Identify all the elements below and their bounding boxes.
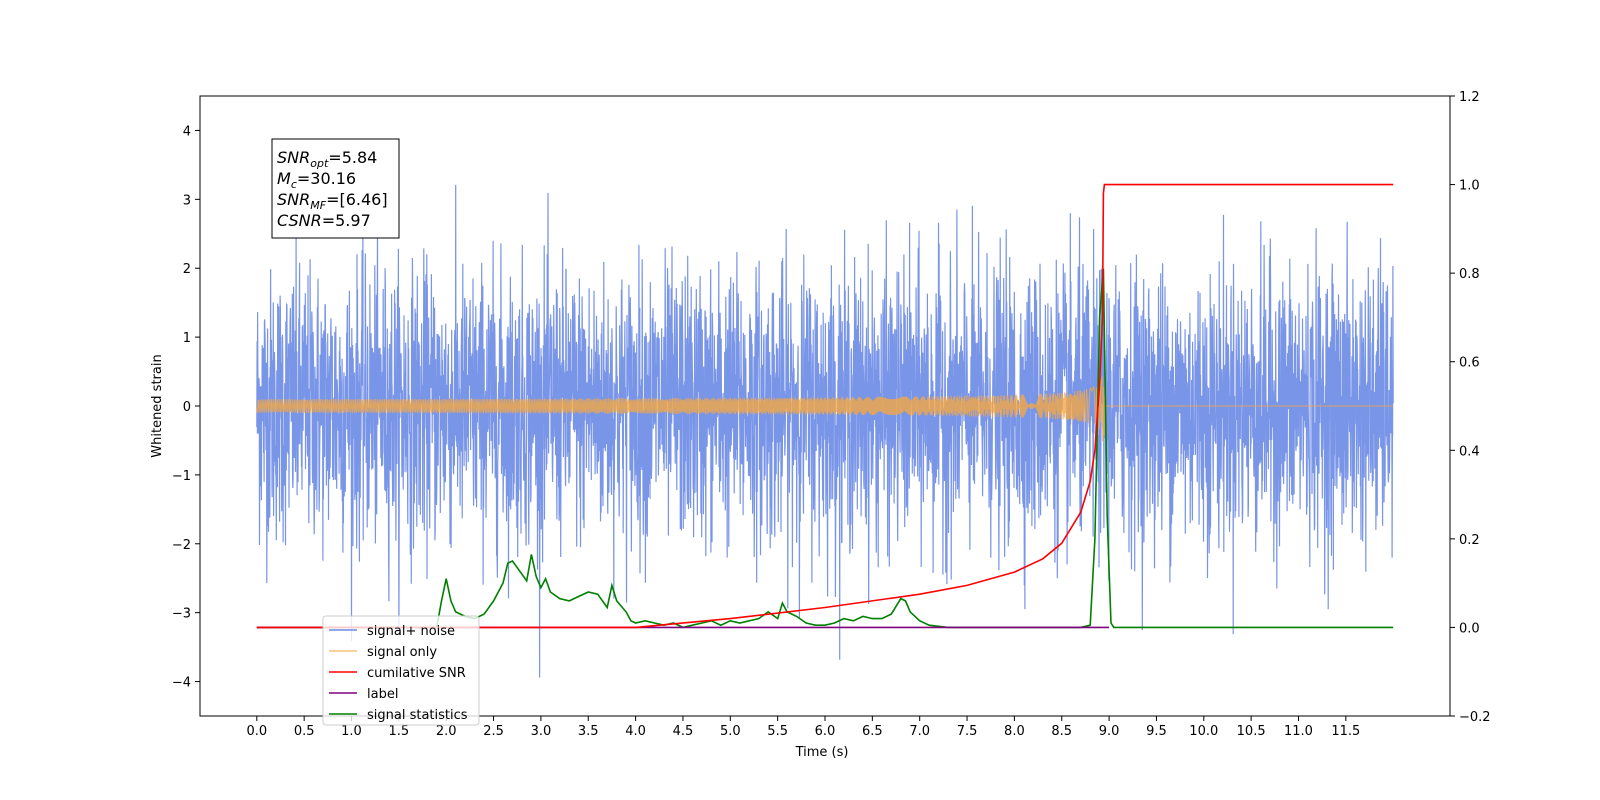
y-axis-label: Whitened strain	[150, 354, 165, 457]
x-tick-label: 11.0	[1284, 724, 1313, 739]
signal-only-series	[256, 376, 1394, 443]
x-tick-label: 3.0	[531, 724, 552, 739]
legend-label: label	[367, 687, 398, 702]
y2-tick-label: −0.2	[1459, 710, 1491, 725]
x-tick-label: 11.5	[1331, 724, 1360, 739]
x-tick-label: 8.5	[1051, 724, 1072, 739]
y-tick-label: −4	[172, 676, 191, 691]
y-tick-label: −3	[172, 607, 191, 622]
x-tick-label: 8.0	[1004, 724, 1025, 739]
x-tick-label: 6.0	[815, 724, 836, 739]
y-tick-label: 1	[183, 331, 191, 346]
y2-tick-label: 0.0	[1459, 621, 1480, 636]
x-tick-label: 7.5	[957, 724, 978, 739]
y2-tick-label: 0.4	[1459, 444, 1480, 459]
signal-plus-noise-line	[256, 184, 1394, 678]
x-tick-label: 1.0	[341, 724, 362, 739]
x-tick-label: 4.5	[673, 724, 694, 739]
signal-plus-noise-series	[256, 184, 1394, 678]
cumulative-snr-line	[256, 183, 1394, 629]
x-axis-label: Time (s)	[795, 745, 849, 760]
x-tick-label: 1.5	[389, 724, 410, 739]
y2-axis-ticks: −0.2 0.0 0.2 0.4 0.6 0.8 1.0 1.2	[1450, 90, 1491, 725]
signal-only-line	[256, 376, 1394, 443]
signal-statistics-line	[256, 268, 1394, 629]
x-tick-label: 9.0	[1099, 724, 1120, 739]
y2-tick-label: 0.6	[1459, 356, 1480, 371]
legend-label: signal only	[367, 645, 437, 660]
x-tick-label: 7.0	[909, 724, 930, 739]
y-tick-label: 0	[183, 400, 191, 415]
y-tick-label: 3	[183, 193, 191, 208]
legend-label: signal statistics	[367, 708, 468, 723]
annotation-line: CSNR=5.97	[277, 211, 371, 230]
x-tick-label: 2.5	[483, 724, 504, 739]
annotation-line: SNRopt=5.84	[277, 148, 377, 170]
x-tick-label: 0.0	[246, 724, 267, 739]
y-tick-label: −1	[172, 469, 191, 484]
y2-tick-label: 0.8	[1459, 267, 1480, 282]
x-tick-label: 9.5	[1146, 724, 1167, 739]
x-tick-label: 4.0	[625, 724, 646, 739]
annotation-line: Mc=30.16	[277, 169, 356, 191]
y-axis-ticks: −4 −3 −2 −1 0 1 2 3 4	[172, 124, 200, 691]
annotation-frame	[271, 138, 400, 239]
x-tick-label: 3.5	[578, 724, 599, 739]
legend-frame	[322, 615, 480, 726]
x-tick-label: 6.5	[862, 724, 883, 739]
y-tick-label: −2	[172, 538, 191, 553]
y2-tick-label: 0.2	[1459, 533, 1480, 548]
legend-label: signal+ noise	[367, 624, 455, 639]
y-tick-label: 4	[183, 124, 191, 139]
x-tick-label: 10.5	[1237, 724, 1266, 739]
legend: signal+ noise signal only cumilative SNR la…	[322, 615, 480, 726]
y2-tick-label: 1.2	[1459, 90, 1480, 105]
x-tick-label: 2.0	[436, 724, 457, 739]
x-axis-ticks: 0.0 0.5 1.0 1.5 2.0 2.5 3.0 3.5 4.0 4.5 5.0 5.5 6.0 6…	[246, 716, 1360, 739]
y2-tick-label: 1.0	[1459, 179, 1480, 194]
y-tick-label: 2	[183, 262, 191, 277]
legend-label: cumilative SNR	[367, 666, 466, 681]
x-tick-label: 10.0	[1189, 724, 1218, 739]
annotation-line: SNRMF=[6.46]	[277, 190, 388, 212]
x-tick-label: 5.0	[720, 724, 741, 739]
x-tick-label: 0.5	[294, 724, 315, 739]
x-tick-label: 5.5	[767, 724, 788, 739]
